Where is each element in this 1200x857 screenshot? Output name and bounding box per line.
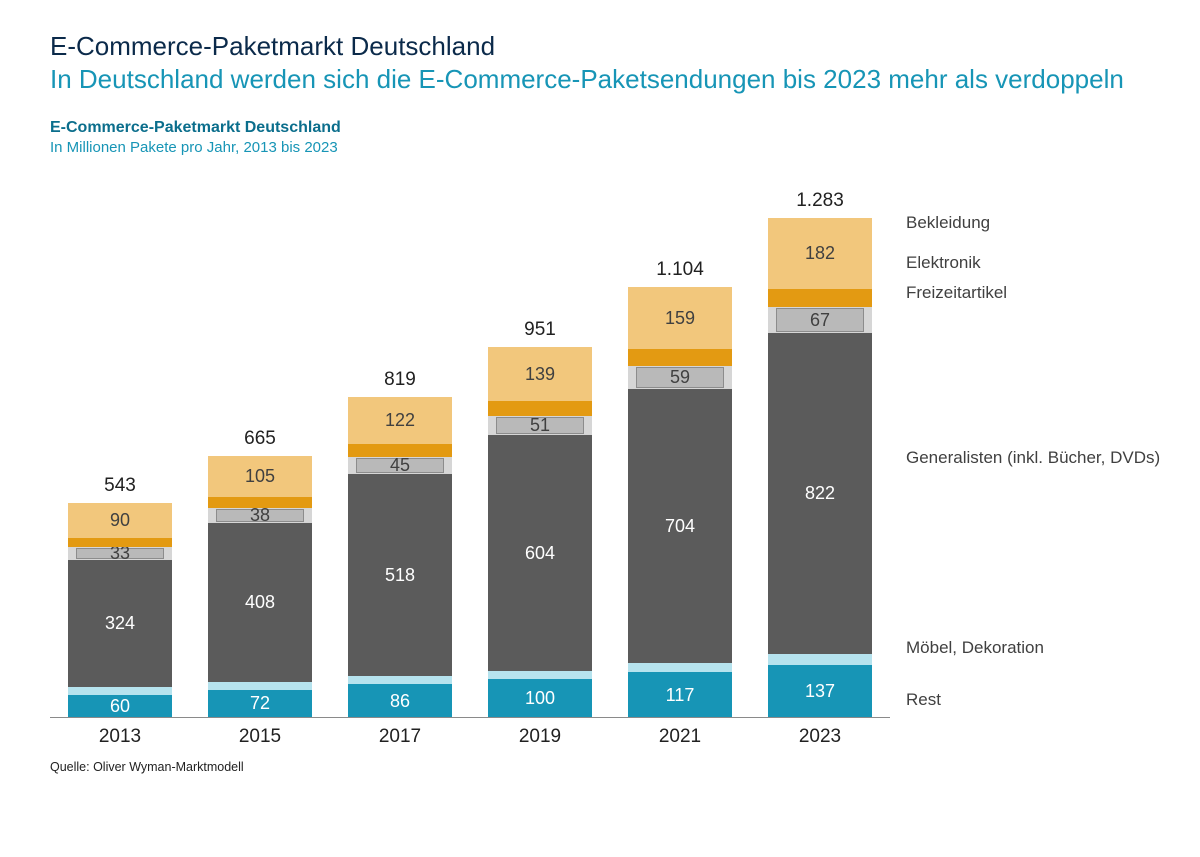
bar-segment-rest: 137 <box>768 665 872 718</box>
stacked-bar-chart: 543 60 32433 90 665 72 40838 105 819 86 51845 122 95… <box>50 168 1150 748</box>
bar-stack: 117 70459 159 <box>628 287 732 718</box>
bar-segment-bekleidung: 139 <box>488 347 592 401</box>
bar-segment-rest: 100 <box>488 679 592 718</box>
bar-segment-freizeit: 67 <box>768 307 872 333</box>
bar-group: 543 60 32433 90 665 72 40838 105 819 86 51845 122 95… <box>50 168 890 718</box>
chart-slide: E-Commerce-Paketmarkt Deutschland In Deu… <box>0 0 1200 794</box>
legend-label-rest: Rest <box>906 690 941 710</box>
bar-segment-general: 704 <box>628 389 732 664</box>
bar-stack: 137 82267 182 <box>768 218 872 718</box>
bar-stack: 60 32433 90 <box>68 503 172 718</box>
chart-subtitle: In Millionen Pakete pro Jahr, 2013 bis 2… <box>50 139 1160 156</box>
bar-segment-general: 324 <box>68 560 172 686</box>
bar-segment-moebel <box>768 654 872 665</box>
bar-segment-freizeit: 59 <box>628 366 732 389</box>
bar-segment-moebel <box>68 687 172 695</box>
bar-stack: 100 60451 139 <box>488 347 592 718</box>
bar-segment-innerbox: 33 <box>76 548 164 559</box>
bar-segment-moebel <box>208 682 312 690</box>
bar-segment-bekleidung: 182 <box>768 218 872 289</box>
x-axis: 2013 2015 2017 2019 2021 2023 <box>50 726 890 748</box>
bar-segment-general: 604 <box>488 435 592 671</box>
bar-segment-general: 822 <box>768 333 872 654</box>
legend-label-general: Generalisten (inkl. Bücher, DVDs) <box>906 448 1160 468</box>
bar-segment-freizeit: 51 <box>488 416 592 436</box>
legend-label-freizeit: Freizeitartikel <box>906 283 1007 303</box>
bar-segment-rest: 72 <box>208 690 312 718</box>
legend-label-moebel: Möbel, Dekoration <box>906 638 1044 658</box>
bar-segment-freizeit: 38 <box>208 508 312 523</box>
bar-segment-elektronik <box>208 497 312 508</box>
bar-total-label: 665 <box>244 428 276 450</box>
bar-segment-moebel <box>488 671 592 679</box>
bar-segment-elektronik <box>68 538 172 547</box>
bar-segment-rest: 86 <box>348 684 452 718</box>
bar-segment-freizeit: 33 <box>68 547 172 560</box>
bar-stack: 72 40838 105 <box>208 456 312 718</box>
x-tick-label: 2023 <box>768 726 872 748</box>
bar-segment-freizeit: 45 <box>348 457 452 475</box>
bar-segment-rest: 60 <box>68 695 172 718</box>
bar-segment-general: 518 <box>348 474 452 676</box>
headline-teal: In Deutschland werden sich die E-Commerc… <box>50 63 1160 96</box>
headline-dark: E-Commerce-Paketmarkt Deutschland <box>50 30 1160 63</box>
bar-segment-elektronik <box>488 401 592 415</box>
legend-label-bekleidung: Bekleidung <box>906 213 990 233</box>
bar-segment-bekleidung: 90 <box>68 503 172 538</box>
bar-segment-bekleidung: 105 <box>208 456 312 497</box>
source-footnote: Quelle: Oliver Wyman-Marktmodell <box>50 760 1160 774</box>
x-tick-label: 2017 <box>348 726 452 748</box>
x-tick-label: 2019 <box>488 726 592 748</box>
x-axis-line <box>50 717 890 718</box>
x-tick-label: 2015 <box>208 726 312 748</box>
bar-total-label: 543 <box>104 475 136 497</box>
bar-segment-moebel <box>628 663 732 672</box>
bar-segment-moebel <box>348 676 452 684</box>
bar-segment-innerbox: 45 <box>356 458 444 474</box>
bar-segment-innerbox: 67 <box>776 308 864 332</box>
chart-title: E-Commerce-Paketmarkt Deutschland <box>50 119 1160 137</box>
bar-total-label: 951 <box>524 319 556 341</box>
bar-stack: 86 51845 122 <box>348 397 452 718</box>
bar-segment-innerbox: 51 <box>496 417 584 435</box>
bar-total-label: 819 <box>384 369 416 391</box>
bar-segment-innerbox: 38 <box>216 509 304 522</box>
x-tick-label: 2013 <box>68 726 172 748</box>
bar-segment-elektronik <box>768 289 872 308</box>
bar-segment-bekleidung: 159 <box>628 287 732 349</box>
bar-segment-elektronik <box>348 444 452 456</box>
bar-total-label: 1.104 <box>656 259 704 281</box>
legend-label-elektronik: Elektronik <box>906 253 981 273</box>
bar-segment-bekleidung: 122 <box>348 397 452 445</box>
bar-segment-elektronik <box>628 349 732 365</box>
bar-segment-rest: 117 <box>628 672 732 718</box>
bar-total-label: 1.283 <box>796 190 844 212</box>
x-tick-label: 2021 <box>628 726 732 748</box>
bar-segment-innerbox: 59 <box>636 367 724 388</box>
bar-segment-general: 408 <box>208 523 312 682</box>
